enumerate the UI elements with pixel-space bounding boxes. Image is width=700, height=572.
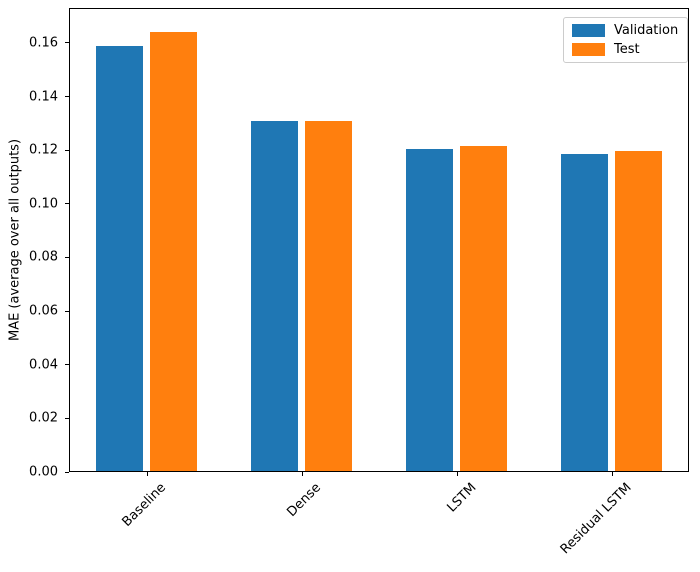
y-tick-mark — [65, 96, 69, 97]
x-tick-label: LSTM — [444, 480, 480, 516]
x-tick-label: Residual LSTM — [557, 480, 635, 558]
bar-validation-residual-lstm — [561, 154, 608, 472]
bar-test-lstm — [460, 146, 507, 472]
y-tick-label: 0.14 — [29, 89, 58, 104]
x-tick-label: Dense — [284, 480, 325, 520]
bar-test-residual-lstm — [615, 151, 662, 472]
bar-validation-dense — [251, 120, 298, 472]
y-tick-label: 0.06 — [29, 303, 58, 319]
y-tick-mark — [65, 417, 69, 419]
legend-entry-test: Test — [572, 43, 678, 56]
y-tick-label: 0.08 — [29, 249, 58, 265]
y-tick-mark — [65, 42, 69, 44]
x-tick-mark — [146, 472, 148, 476]
test-swatch-icon — [572, 43, 605, 56]
y-tick-mark — [65, 364, 69, 366]
x-tick-mark — [456, 472, 458, 476]
y-tick-label: 0.16 — [29, 35, 58, 51]
x-tick-label: Baseline — [119, 480, 170, 530]
bar-validation-lstm — [406, 148, 453, 472]
y-tick-mark — [65, 256, 69, 258]
legend: Validation Test — [563, 17, 689, 63]
bar-test-baseline — [150, 32, 197, 472]
y-tick-mark — [65, 310, 69, 312]
validation-swatch-icon — [572, 24, 605, 37]
legend-entry-validation: Validation — [572, 24, 678, 37]
y-tick-label: 0.02 — [29, 410, 58, 426]
y-tick-mark — [65, 471, 69, 473]
y-tick-label: 0.10 — [29, 196, 58, 212]
x-tick-mark — [611, 472, 613, 476]
y-tick-label: 0.04 — [29, 357, 58, 373]
bar-test-dense — [305, 120, 352, 472]
x-tick-mark — [301, 472, 303, 476]
bar-validation-baseline — [96, 45, 143, 472]
y-tick-label: 0.12 — [29, 142, 58, 158]
legend-label-validation: Validation — [614, 23, 679, 38]
y-tick-mark — [65, 149, 69, 151]
y-tick-mark — [65, 203, 69, 205]
y-tick-label: 0.00 — [29, 464, 58, 480]
legend-label-test: Test — [614, 42, 640, 57]
